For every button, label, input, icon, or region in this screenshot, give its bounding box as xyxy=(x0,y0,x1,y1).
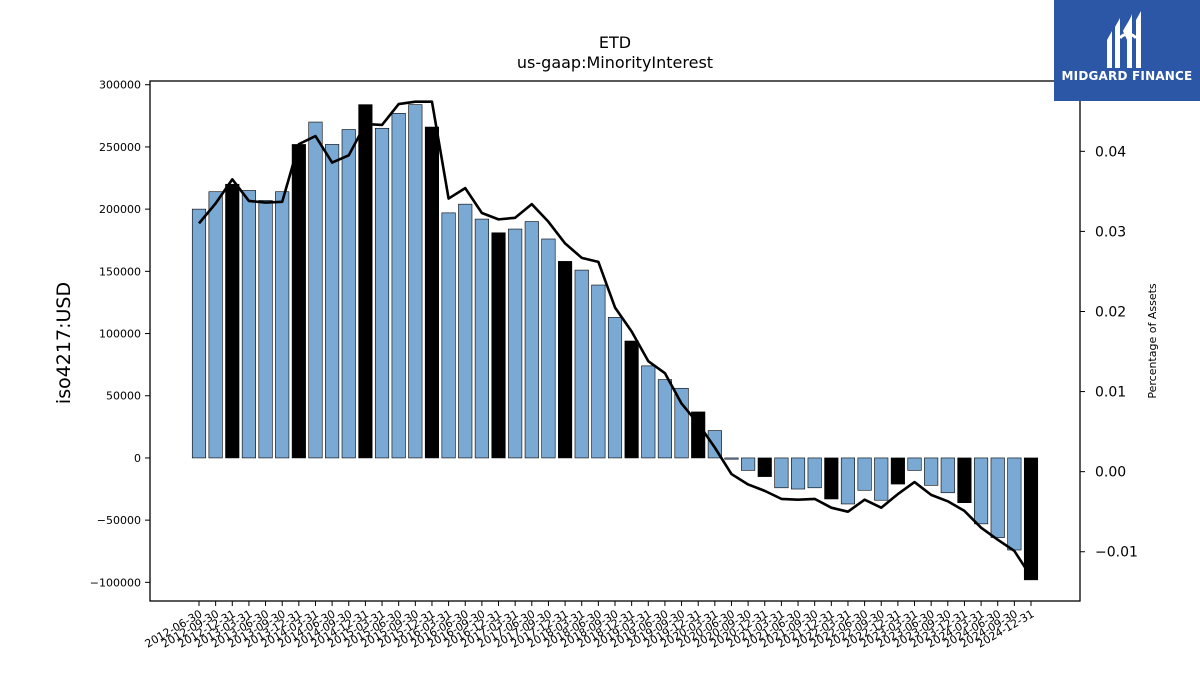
y2-tick-label: 0.00 xyxy=(1095,465,1126,481)
bar-2022-03-31 xyxy=(840,457,856,505)
bar-2017-06-30 xyxy=(524,221,539,459)
bar-2024-12-31 xyxy=(1023,457,1039,581)
midgard-logo-icon xyxy=(1107,11,1141,68)
bar-2015-09-30 xyxy=(408,104,423,459)
bar-2024-09-30 xyxy=(1007,457,1022,551)
midgard-finance-logo: MIDGARD FINANCE xyxy=(1054,0,1200,101)
bar-2018-06-30 xyxy=(591,284,606,459)
brand-name: MIDGARD FINANCE xyxy=(1061,69,1193,83)
bar-2020-06-30 xyxy=(724,457,739,460)
bar-2018-12-31 xyxy=(624,340,639,459)
bar-2021-06-30 xyxy=(790,457,806,490)
bar-2022-12-31 xyxy=(890,457,905,485)
bar-2019-06-30 xyxy=(657,379,672,459)
bar-2023-03-31 xyxy=(907,457,922,471)
y-tick-label: 300000 xyxy=(99,79,141,92)
y-tick-label: 150000 xyxy=(99,265,141,278)
bar-2014-06-30 xyxy=(325,144,340,459)
bar-2019-09-30 xyxy=(674,387,689,459)
bar-2013-12-31 xyxy=(291,144,306,459)
bar-2016-09-30 xyxy=(474,218,489,459)
y2-tick-label: 0.01 xyxy=(1095,385,1126,401)
line-group xyxy=(198,100,1033,578)
y2-axis-label: Percentage of Assets xyxy=(1146,283,1159,399)
y2-tick-label: 0.02 xyxy=(1095,304,1126,320)
y-axis-label: iso4217:USD xyxy=(53,282,75,404)
y-tick-label: −50000 xyxy=(97,514,141,527)
bar-2021-12-31 xyxy=(824,457,839,500)
bar-2012-09-30 xyxy=(208,191,223,459)
y2-tick-label: 0.04 xyxy=(1095,144,1126,160)
bar-2014-09-30 xyxy=(341,129,356,459)
bar-2016-06-30 xyxy=(458,203,473,459)
y2-tick-label: 0.03 xyxy=(1095,224,1126,240)
y-tick-label: 250000 xyxy=(99,141,141,154)
bar-2023-09-30 xyxy=(940,457,955,494)
bar-2016-12-31 xyxy=(491,232,506,459)
bar-2021-09-30 xyxy=(807,457,822,489)
bar-2022-06-30 xyxy=(857,457,872,491)
bar-2015-06-30 xyxy=(391,113,406,459)
bar-2015-03-31 xyxy=(374,127,390,459)
y2-axis: −0.01 0.00 0.01 0.02 0.03 0.04 xyxy=(1080,144,1138,561)
bar-2023-12-31 xyxy=(957,457,972,504)
y-tick-label: 50000 xyxy=(106,390,141,403)
percentage-of-assets-line xyxy=(198,100,1033,578)
y-axis: −100000 −50000 0 50000 100000 150000 200000 250… xyxy=(90,79,150,589)
bar-2024-03-31 xyxy=(974,457,989,525)
bar-2023-06-30 xyxy=(924,457,939,486)
bar-2014-03-31 xyxy=(308,121,323,459)
y2-tick-label: −0.01 xyxy=(1095,545,1138,561)
chart-title: ETD xyxy=(599,33,631,52)
chart-subtitle: us-gaap:MinorityInterest xyxy=(517,53,713,72)
y-tick-label: 0 xyxy=(134,452,141,465)
bar-2020-12-31 xyxy=(757,457,772,477)
bar-2017-03-31 xyxy=(508,228,523,459)
bar-2018-03-31 xyxy=(574,269,589,459)
bar-2016-03-31 xyxy=(441,212,456,459)
bar-2021-03-31 xyxy=(774,457,789,489)
x-axis: 2012-06-302012-09-302012-12-312013-03-31… xyxy=(143,601,1037,651)
bar-2014-12-31 xyxy=(358,104,373,459)
bar-2022-09-30 xyxy=(874,457,889,501)
bar-2012-06-30 xyxy=(191,208,207,459)
bar-2018-09-30 xyxy=(607,317,623,459)
bar-2024-06-30 xyxy=(990,457,1005,538)
bar-2017-12-31 xyxy=(558,261,573,459)
bar-2019-03-31 xyxy=(641,365,656,459)
y-tick-label: 200000 xyxy=(99,203,141,216)
bar-2013-09-30 xyxy=(275,191,290,459)
y-tick-label: −100000 xyxy=(90,576,141,589)
bar-2020-09-30 xyxy=(741,457,756,471)
bar-2013-06-30 xyxy=(258,200,273,459)
bar-2013-03-31 xyxy=(241,190,256,459)
bars-group xyxy=(191,104,1039,581)
bar-2017-09-30 xyxy=(541,238,556,459)
bar-2012-12-31 xyxy=(225,183,240,459)
bar-2015-12-31 xyxy=(424,126,440,459)
y-tick-label: 100000 xyxy=(99,328,141,341)
